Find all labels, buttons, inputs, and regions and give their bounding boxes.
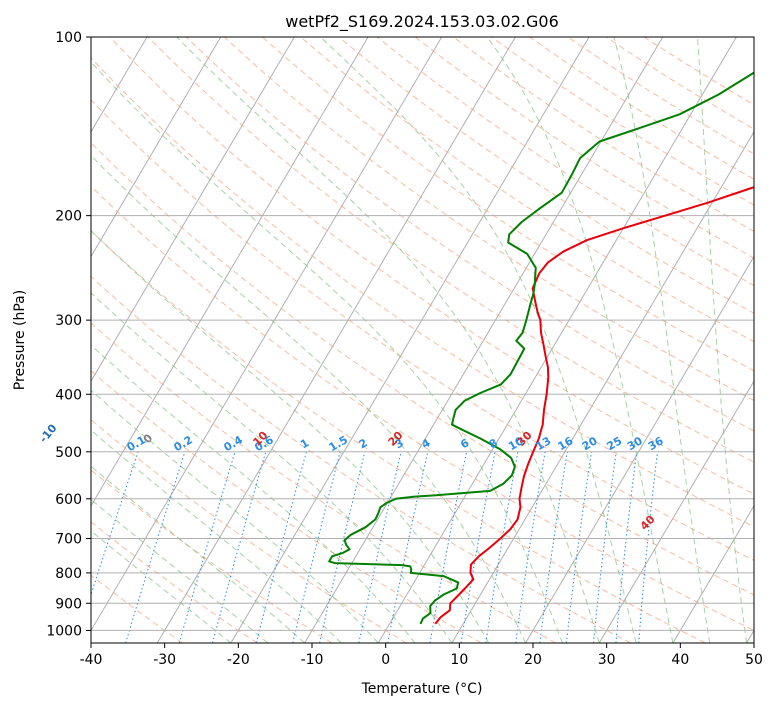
mixing-ratio-line: [125, 451, 186, 643]
y-tick-label: 200: [55, 209, 82, 225]
x-axis-title: Temperature (°C): [361, 681, 483, 697]
pressure-gridlines: [91, 37, 754, 631]
moist-adiabat: [91, 389, 379, 643]
moist-adiabat: [91, 465, 305, 643]
y-tick-label: 800: [55, 566, 82, 582]
dry-adiabat: [147, 37, 754, 463]
moist-adiabat: [486, 37, 674, 643]
x-tick-label: -20: [227, 652, 250, 668]
isotherm: [91, 37, 369, 507]
series-layer: [328, 71, 754, 625]
isotherm: [91, 37, 295, 383]
x-axis: -40 -30 -20 -10 0 10 20 30 40 50: [80, 643, 763, 668]
dewpoint-line: [328, 71, 754, 625]
mixing-ratio-line: [565, 451, 592, 643]
dry-adiabat: [109, 37, 754, 495]
dry-adiabat: [91, 521, 258, 643]
x-tick-label: 20: [524, 652, 542, 668]
chart-title: wetPf2_S169.2024.153.03.02.G06: [285, 12, 559, 32]
dry-adiabat: [262, 37, 754, 372]
x-tick-label: 50: [745, 652, 763, 668]
moist-adiabat: [697, 37, 748, 643]
mixing-ratio-line: [539, 451, 568, 643]
moist-adiabat: [91, 61, 563, 643]
x-tick-label: 30: [598, 652, 616, 668]
dry-adiabat: [91, 574, 183, 643]
y-tick-label: 600: [55, 492, 82, 508]
moist-adiabat: [613, 37, 711, 643]
mixing-ratio-line: [212, 451, 267, 643]
mixing-ratio-line: [292, 451, 341, 643]
mixing-ratio-line: [638, 451, 658, 643]
moist-adiabat: [91, 498, 269, 643]
mixing-ratio-line: [592, 451, 617, 643]
y-axis-title: Pressure (hPa): [12, 290, 28, 390]
moist-adiabat: [91, 230, 490, 643]
mixing-ratio-line: [178, 451, 236, 643]
isotherm: [598, 380, 754, 643]
moist-adiabat: [176, 37, 600, 643]
isotherm: [525, 255, 754, 643]
dry-adiabat: [91, 57, 754, 528]
isotherm: [230, 37, 590, 643]
isotherm: [156, 37, 516, 643]
isotherm: [377, 37, 737, 643]
mixing-ratio-line: [319, 451, 366, 643]
x-tick-label: -30: [153, 652, 176, 668]
y-tick-label: 900: [55, 596, 82, 612]
y-tick-label: 400: [55, 387, 82, 403]
moist-adiabat: [91, 530, 232, 643]
x-tick-label: 10: [450, 652, 468, 668]
dry-adiabat: [91, 99, 754, 562]
y-tick-label: 300: [55, 313, 82, 329]
temperature-line: [434, 186, 754, 625]
moist-adiabat: [91, 344, 416, 643]
y-tick-label: 700: [55, 532, 82, 548]
x-tick-label: 40: [671, 652, 689, 668]
y-tick-label: 500: [55, 445, 82, 461]
isotherm: [304, 37, 664, 643]
dry-adiabat: [91, 185, 754, 631]
y-axis: 100 200 300 400 500 600 700 800 900 1000: [46, 30, 91, 639]
y-tick-label: 1000: [46, 623, 82, 639]
x-tick-label: -40: [80, 652, 103, 668]
dry-adiabat: [91, 370, 482, 643]
isotherm: [91, 37, 222, 258]
mixing-ratio-line: [358, 451, 402, 643]
dry-adiabat: [300, 37, 754, 343]
isotherm: [451, 130, 754, 643]
mixing-ratio-line: [615, 451, 638, 643]
dry-adiabat: [91, 418, 407, 643]
moist-adiabat: [320, 37, 637, 643]
dry-adiabat: [91, 230, 706, 643]
isotherm: [672, 504, 754, 643]
plot-frame: [90, 36, 755, 644]
x-tick-label: 0: [381, 652, 390, 668]
y-tick-label: 100: [55, 30, 82, 46]
moist-adiabat: [91, 429, 342, 643]
x-tick-label: -10: [301, 652, 324, 668]
background-lines: [91, 37, 754, 643]
mixing-ratio-line: [255, 451, 307, 643]
